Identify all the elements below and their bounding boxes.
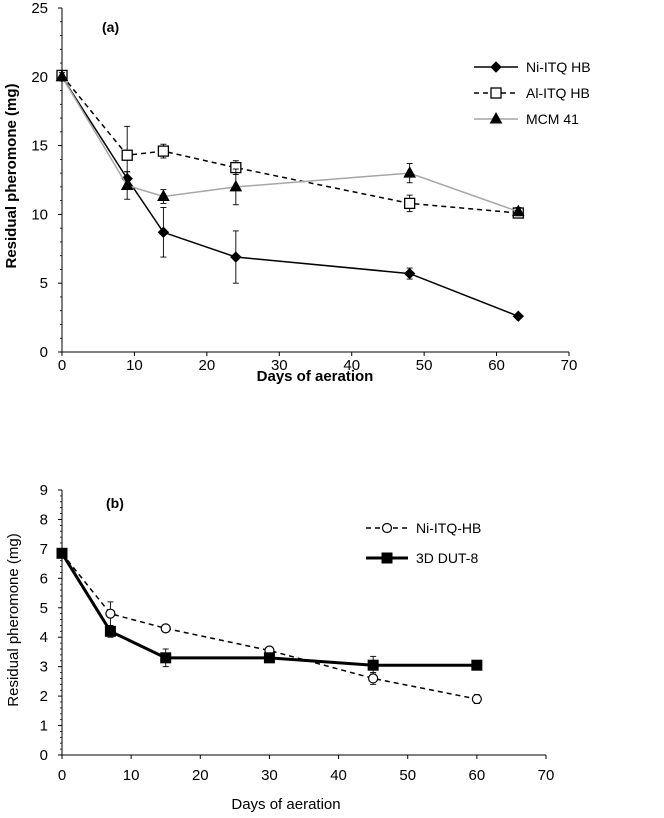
panel-a-x-tick-label: 0: [58, 357, 66, 374]
panel-b-series-line: [62, 553, 477, 699]
panel-a-y-axis-title: Residual pheromone (mg): [3, 83, 20, 268]
panel-b-data-point: [368, 660, 378, 670]
panel-b-data-point: [106, 609, 115, 618]
panel-b-data-point: [105, 626, 115, 636]
panel-a-label: (a): [102, 19, 119, 35]
panel-b-x-tick-label: 30: [261, 767, 278, 784]
panel-b-x-tick-label: 70: [538, 767, 555, 784]
panel-b-data-point: [57, 548, 67, 558]
panel-a-y-tick-label: 5: [40, 275, 48, 292]
panel-b-y-tick-label: 6: [40, 570, 48, 587]
panel-a-data-point: [404, 167, 415, 177]
panel-a-legend-label: MCM 41: [526, 111, 579, 127]
panel-b-data-point: [369, 674, 378, 683]
panel-b-x-tick-label: 10: [123, 767, 140, 784]
panel-a-data-point: [513, 311, 523, 321]
panel-b-y-tick-label: 9: [40, 482, 48, 499]
panel-a-data-point: [122, 150, 132, 160]
panel-a-x-tick-label: 10: [126, 357, 143, 374]
panel-a-data-point: [158, 146, 168, 156]
panel-b-y-tick-label: 1: [40, 718, 48, 735]
panel-a-legend-marker: [491, 113, 502, 123]
panel-b-series-1: [58, 549, 482, 704]
panel-a-series-3: [57, 71, 524, 216]
panel-b-data-point: [161, 653, 171, 663]
panel-b-legend-marker: [382, 553, 392, 563]
panel-a-legend-label: Al-ITQ HB: [526, 85, 590, 101]
panel-b-data-point: [472, 695, 481, 704]
panel-a-x-tick-label: 50: [416, 357, 433, 374]
panel-b-data-point: [472, 660, 482, 670]
panel-a-x-tick-label: 40: [343, 357, 360, 374]
chart-panel-a: (a) Days of aeration Residual pheromone …: [3, 0, 591, 385]
panel-a-y-tick-label: 10: [31, 206, 48, 223]
panel-b-y-tick-label: 5: [40, 600, 48, 617]
panel-a-x-tick-label: 30: [271, 357, 288, 374]
panel-a-legend-item: Ni-ITQ HB: [474, 59, 591, 75]
panel-a-legend-marker: [491, 88, 501, 98]
panel-a-data-point: [158, 227, 168, 237]
panel-a-data-point: [405, 198, 415, 208]
panel-a-series-line: [62, 75, 518, 213]
panel-b-series-2: [57, 548, 482, 674]
panel-b-y-tick-label: 2: [40, 688, 48, 705]
panel-b-legend-label: 3D DUT-8: [416, 550, 478, 566]
panel-a-legend-label: Ni-ITQ HB: [526, 59, 591, 75]
panel-a-data-point: [405, 269, 415, 279]
panel-a-series-line: [62, 77, 518, 212]
panel-b-legend-marker: [383, 524, 392, 533]
panel-b-legend-label: Ni-ITQ-HB: [416, 520, 481, 536]
panel-a-y-tick-label: 0: [40, 344, 48, 361]
panel-b-data-point: [264, 653, 274, 663]
panel-b-x-tick-label: 60: [469, 767, 486, 784]
panel-a-x-tick-label: 70: [561, 357, 578, 374]
panel-b-x-tick-label: 40: [330, 767, 347, 784]
panel-b-y-tick-label: 7: [40, 541, 48, 558]
panel-b-legend-item: Ni-ITQ-HB: [366, 520, 481, 536]
panel-b-label: (b): [106, 495, 124, 511]
panel-b-y-axis-title: Residual pheromone (mg): [5, 533, 22, 706]
panel-b-x-tick-label: 20: [192, 767, 209, 784]
panel-b-legend-item: 3D DUT-8: [366, 550, 478, 566]
panel-a-y-tick-label: 25: [31, 0, 48, 17]
panel-a-x-tick-label: 60: [488, 357, 505, 374]
chart-panel-b: (b) Days of aeration Residual pheromone …: [5, 482, 554, 813]
panel-b-data-point: [161, 624, 170, 633]
panel-a-legend-item: MCM 41: [474, 111, 579, 127]
panel-b-y-tick-label: 4: [40, 629, 48, 646]
panel-b-x-tick-label: 50: [399, 767, 416, 784]
panel-b-x-axis-title: Days of aeration: [231, 796, 340, 813]
panel-b-y-tick-label: 8: [40, 511, 48, 528]
panel-a-y-tick-label: 20: [31, 69, 48, 86]
panel-a-y-tick-label: 15: [31, 138, 48, 155]
panel-a-series-line: [62, 77, 518, 316]
panel-b-y-tick-label: 3: [40, 659, 48, 676]
panel-a-x-tick-label: 20: [199, 357, 216, 374]
panel-a-legend-marker: [491, 62, 501, 72]
panel-a-data-point: [231, 252, 241, 262]
panel-b-y-tick-label: 0: [40, 747, 48, 764]
panel-b-x-tick-label: 0: [58, 767, 66, 784]
panel-a-legend-item: Al-ITQ HB: [474, 85, 590, 101]
